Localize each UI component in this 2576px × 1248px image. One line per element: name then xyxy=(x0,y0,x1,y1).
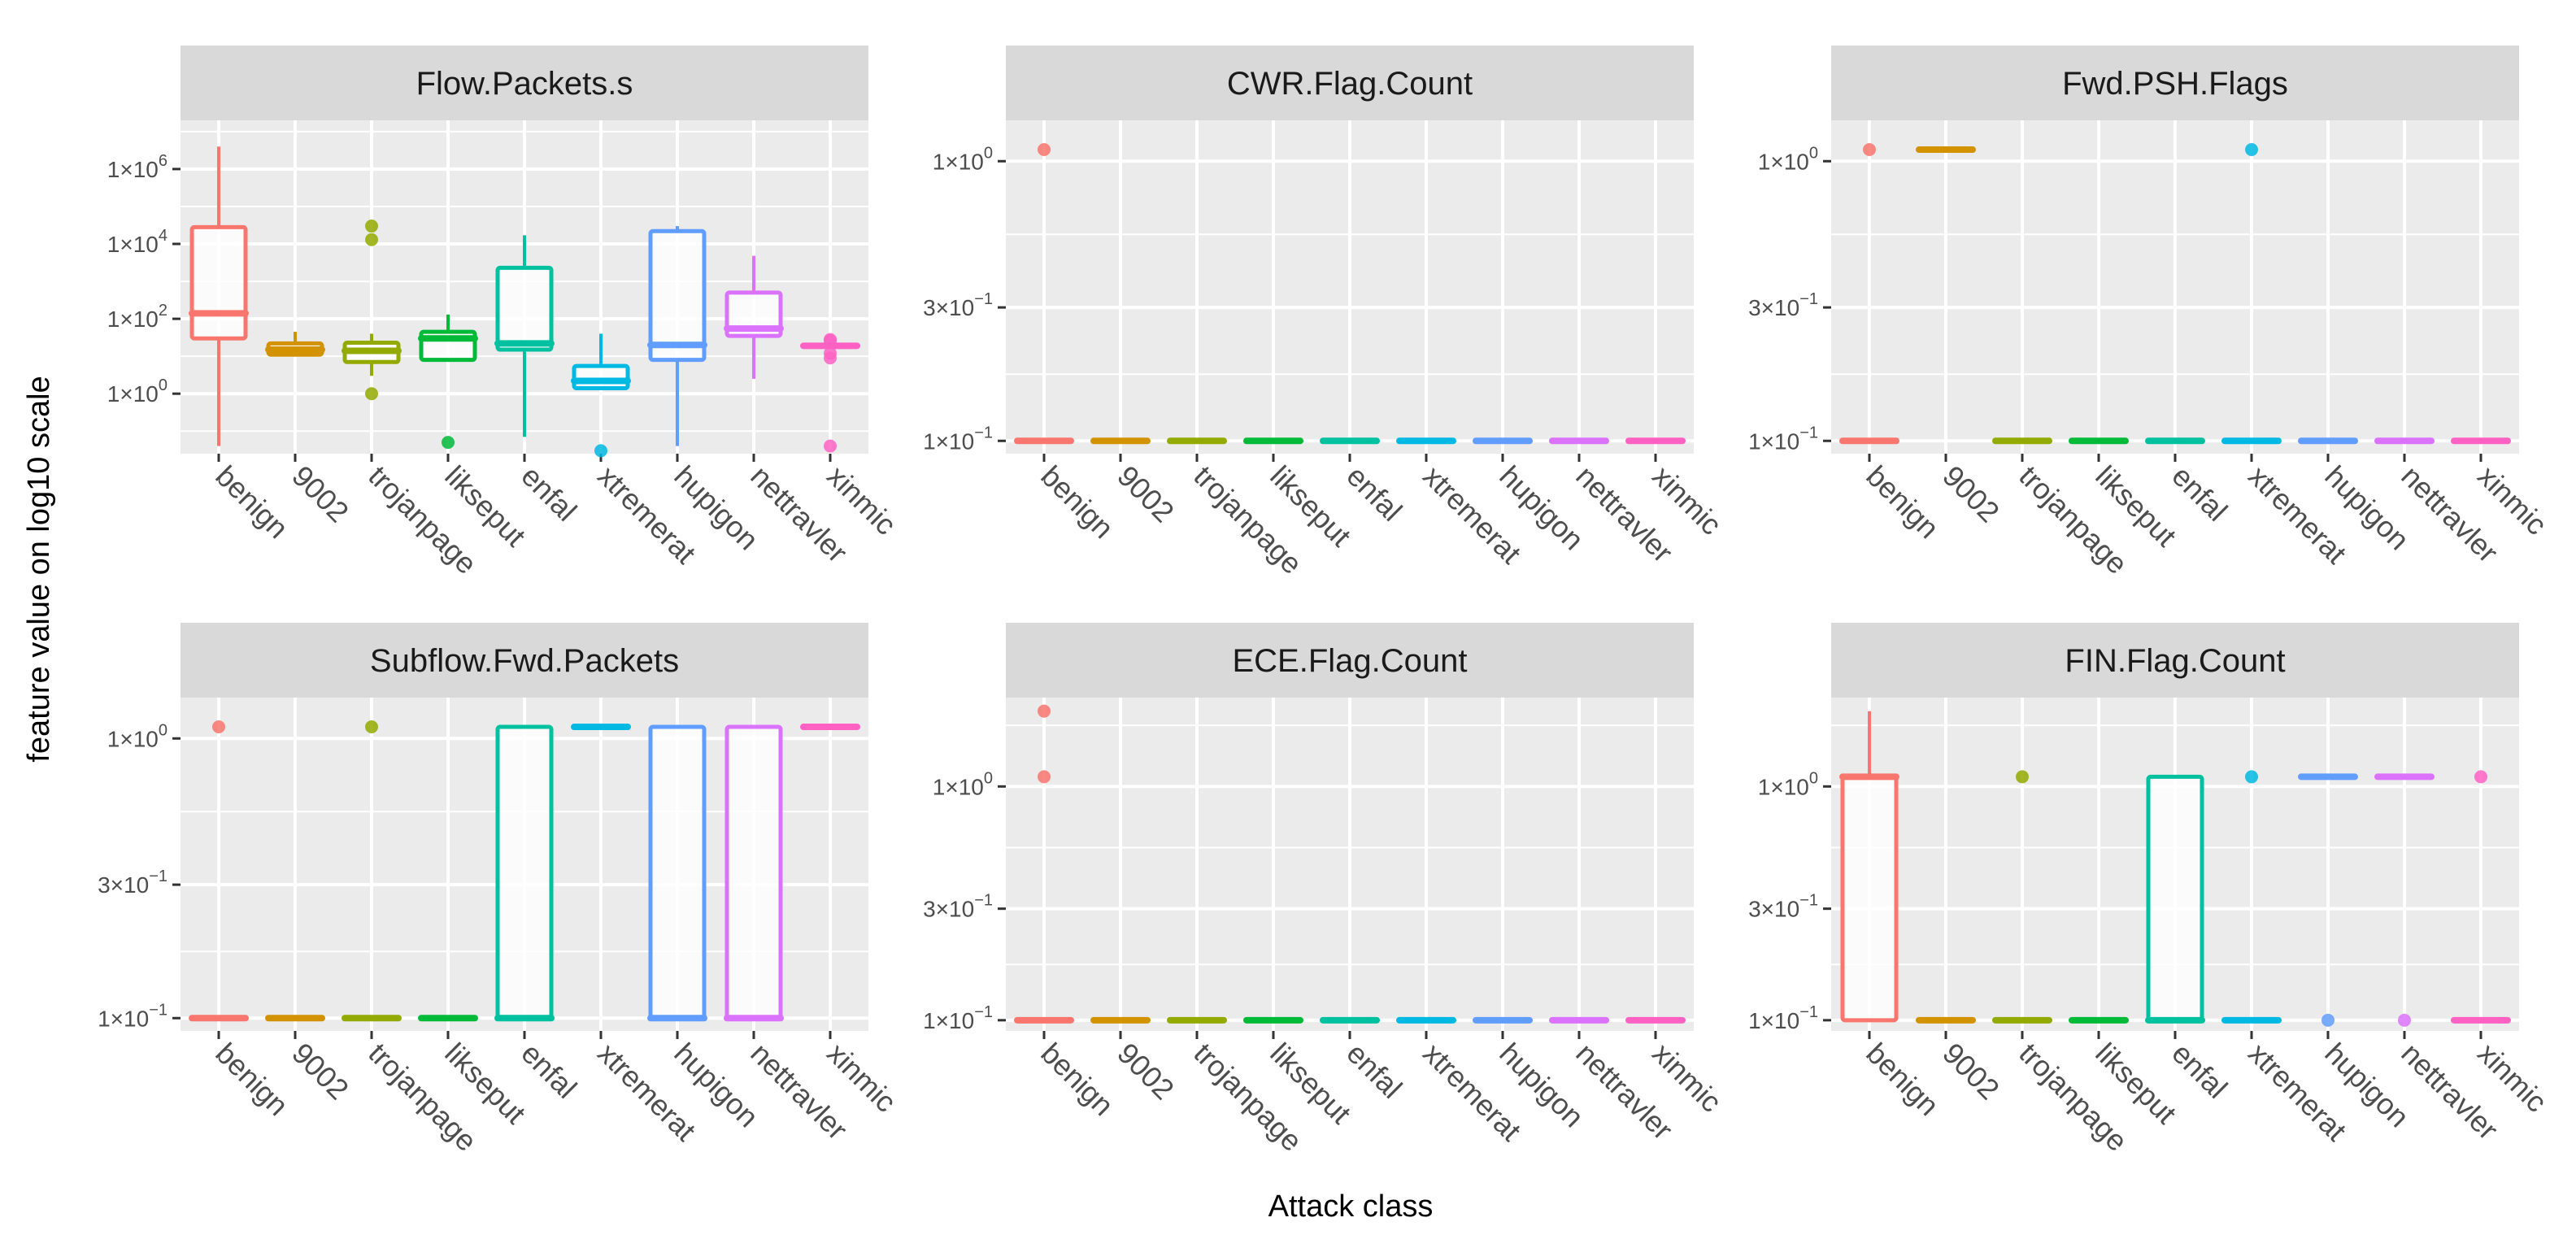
box-nettravler xyxy=(724,724,784,1022)
box-iqr xyxy=(495,265,554,352)
facet-panel-subflow-fwd-packets: Subflow.Fwd.Packets1×10−13×10−11×100beni… xyxy=(98,623,903,1158)
y-tick-label: 3×10−1 xyxy=(923,290,993,320)
facet-panel-cwr-flag-count: CWR.Flag.Count1×10−13×10−11×100benign900… xyxy=(923,46,1728,581)
box-hupigon xyxy=(2298,773,2358,1027)
facet-title: Flow.Packets.s xyxy=(416,66,633,102)
outlier-point xyxy=(2474,770,2487,784)
box-hupigon xyxy=(647,724,707,1022)
y-tick-label: 1×10−1 xyxy=(1748,424,1818,454)
box-iqr xyxy=(724,724,783,1020)
facet-title: FIN.Flag.Count xyxy=(2065,643,2285,679)
outlier-point xyxy=(2398,1013,2411,1027)
outlier-point xyxy=(212,720,225,734)
facet-strip xyxy=(1006,46,1694,120)
y-tick-label: 1×10−1 xyxy=(1748,1003,1818,1033)
outlier-point xyxy=(365,720,378,734)
box-9002 xyxy=(265,332,325,357)
box-likseput xyxy=(418,314,478,450)
outlier-point xyxy=(824,439,837,453)
outlier-point xyxy=(1038,770,1051,784)
y-tick-label: 1×100 xyxy=(1758,144,1818,174)
box-trojanpage xyxy=(342,720,402,1022)
box-xtremerat xyxy=(2221,143,2282,445)
box-benign xyxy=(189,720,249,1022)
box-iqr xyxy=(648,724,707,1020)
box-iqr xyxy=(1840,774,1899,1023)
box-xinmic xyxy=(2451,770,2511,1024)
y-tick-label: 1×100 xyxy=(107,721,168,751)
y-tick-label: 1×106 xyxy=(107,152,168,182)
outlier-point xyxy=(824,346,837,360)
facet-panel-flow-packets-s: Flow.Packets.s1×1001×1021×1041×106benign… xyxy=(107,46,903,581)
outlier-point xyxy=(2245,143,2258,157)
y-tick-label: 3×10−1 xyxy=(1748,290,1818,320)
outlier-point xyxy=(1038,704,1051,718)
y-tick-label: 3×10−1 xyxy=(98,868,168,898)
facet-strip xyxy=(1831,46,2519,120)
box-hupigon xyxy=(647,226,707,446)
y-tick-label: 1×100 xyxy=(1758,769,1818,799)
facet-title: CWR.Flag.Count xyxy=(1227,66,1473,102)
facet-title: ECE.Flag.Count xyxy=(1232,643,1467,679)
box-nettravler xyxy=(2374,773,2435,1027)
box-iqr xyxy=(189,224,248,341)
x-axis-title: Attack class xyxy=(1268,1189,1434,1224)
facet-strip xyxy=(181,623,868,698)
outlier-point xyxy=(1863,143,1876,157)
outlier-point xyxy=(2245,770,2258,784)
y-tick-label: 1×100 xyxy=(107,376,168,407)
box-iqr xyxy=(2146,774,2204,1023)
y-tick-label: 1×104 xyxy=(107,227,168,257)
box-xinmic xyxy=(800,333,860,453)
box-xtremerat xyxy=(571,333,631,458)
facet-title: Subflow.Fwd.Packets xyxy=(370,643,679,679)
facet-strip xyxy=(181,46,868,120)
facet-title: Fwd.PSH.Flags xyxy=(2062,66,2288,102)
outlier-point xyxy=(1038,143,1051,157)
outlier-point xyxy=(442,436,455,450)
box-trojanpage xyxy=(1992,770,2052,1024)
facet-strip xyxy=(1006,623,1694,698)
y-tick-label: 3×10−1 xyxy=(923,892,993,922)
box-iqr xyxy=(572,363,630,390)
outlier-point xyxy=(365,220,378,233)
y-tick-label: 1×100 xyxy=(933,144,993,174)
box-iqr xyxy=(495,724,554,1020)
box-iqr xyxy=(724,290,783,338)
outlier-point xyxy=(824,333,837,346)
box-benign xyxy=(1014,704,1074,1024)
outlier-point xyxy=(2321,1013,2334,1027)
outlier-point xyxy=(365,387,378,401)
outlier-point xyxy=(365,233,378,246)
y-tick-label: 1×100 xyxy=(933,769,993,799)
y-tick-label: 1×102 xyxy=(107,302,168,332)
y-tick-label: 1×10−1 xyxy=(923,1003,993,1033)
box-benign xyxy=(189,146,249,446)
box-trojanpage xyxy=(342,220,402,401)
outlier-point xyxy=(594,444,607,458)
box-benign xyxy=(1839,143,1899,445)
box-benign xyxy=(1014,143,1074,445)
y-axis-title: feature value on log10 scale xyxy=(22,376,56,762)
outlier-point xyxy=(2016,770,2029,784)
box-enfal xyxy=(494,235,555,437)
y-tick-label: 3×10−1 xyxy=(1748,892,1818,922)
box-iqr xyxy=(648,228,707,363)
box-nettravler xyxy=(724,255,784,379)
box-xtremerat xyxy=(2221,770,2282,1024)
box-enfal xyxy=(2145,774,2205,1024)
facet-strip xyxy=(1831,623,2519,698)
box-benign xyxy=(1839,711,1899,1023)
y-tick-label: 1×10−1 xyxy=(923,424,993,454)
y-tick-label: 1×10−1 xyxy=(98,1001,168,1031)
box-enfal xyxy=(494,724,555,1022)
